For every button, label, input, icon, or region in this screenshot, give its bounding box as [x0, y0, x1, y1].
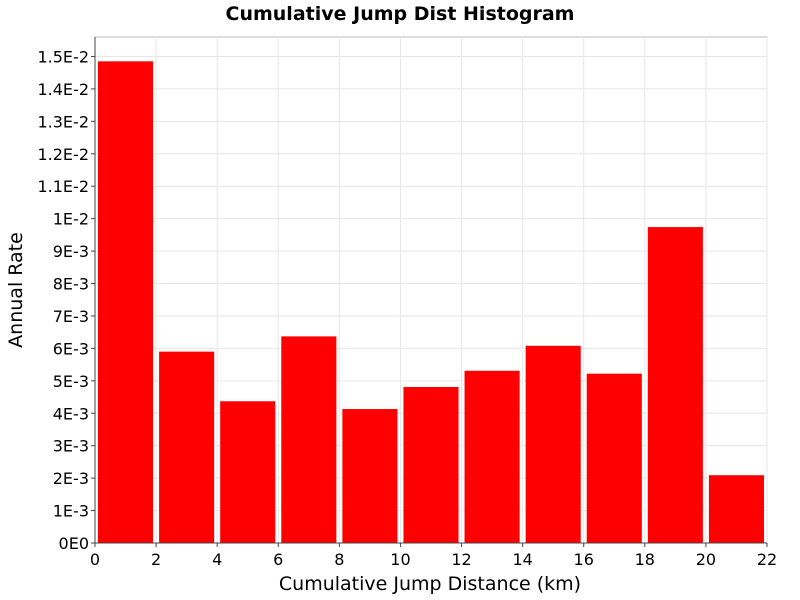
x-axis-label: Cumulative Jump Distance (km)	[279, 573, 581, 595]
x-tick-label: 12	[451, 550, 471, 569]
y-tick-label: 3E-3	[53, 437, 89, 456]
histogram-bar	[647, 227, 703, 544]
x-tick-label: 22	[757, 550, 777, 569]
histogram-bar	[525, 345, 581, 543]
y-tick-label: 9E-3	[53, 242, 89, 261]
chart-title: Cumulative Jump Dist Histogram	[226, 3, 575, 25]
y-tick-label: 1E-3	[53, 502, 89, 521]
histogram-bar	[98, 61, 154, 543]
y-tick-label: 1.4E-2	[37, 80, 89, 99]
histogram-bar	[281, 336, 337, 543]
histogram-bar	[159, 351, 215, 543]
x-tick-label: 16	[574, 550, 594, 569]
x-tick-label: 0	[90, 550, 100, 569]
y-tick-label: 1.1E-2	[37, 177, 89, 196]
histogram-bar	[586, 373, 642, 543]
y-tick-label: 1E-2	[53, 210, 89, 229]
x-tick-label: 14	[512, 550, 532, 569]
histogram-bar	[403, 386, 459, 543]
histogram-bar	[342, 409, 398, 543]
y-tick-label: 4E-3	[53, 404, 89, 423]
y-axis-ticks: 0E0 1E-3 2E-3 3E-3 4E-3 5E-3 6E-3 7E-3 8E-3 9E-3 1…	[37, 47, 95, 553]
y-tick-label: 7E-3	[53, 307, 89, 326]
x-tick-label: 8	[334, 550, 344, 569]
histogram-bar	[220, 401, 276, 543]
y-tick-label: 6E-3	[53, 339, 89, 358]
y-tick-label: 1.2E-2	[37, 145, 89, 164]
y-tick-label: 5E-3	[53, 372, 89, 391]
x-tick-label: 6	[273, 550, 283, 569]
y-tick-label: 1.3E-2	[37, 112, 89, 131]
histogram-bar	[708, 475, 764, 543]
x-tick-label: 2	[151, 550, 161, 569]
y-tick-label: 8E-3	[53, 275, 89, 294]
histogram-bar	[464, 370, 520, 543]
y-tick-label: 2E-3	[53, 469, 89, 488]
y-tick-label: 0E0	[59, 534, 89, 553]
bars	[98, 61, 764, 544]
x-tick-label: 18	[635, 550, 655, 569]
y-axis-label: Annual Rate	[5, 232, 27, 348]
x-tick-label: 20	[696, 550, 716, 569]
x-axis-ticks: 0 2 4 6 8 10 12 14 16 18 20 22	[90, 543, 777, 569]
x-tick-label: 4	[212, 550, 222, 569]
y-tick-label: 1.5E-2	[37, 47, 89, 66]
x-tick-label: 10	[390, 550, 410, 569]
